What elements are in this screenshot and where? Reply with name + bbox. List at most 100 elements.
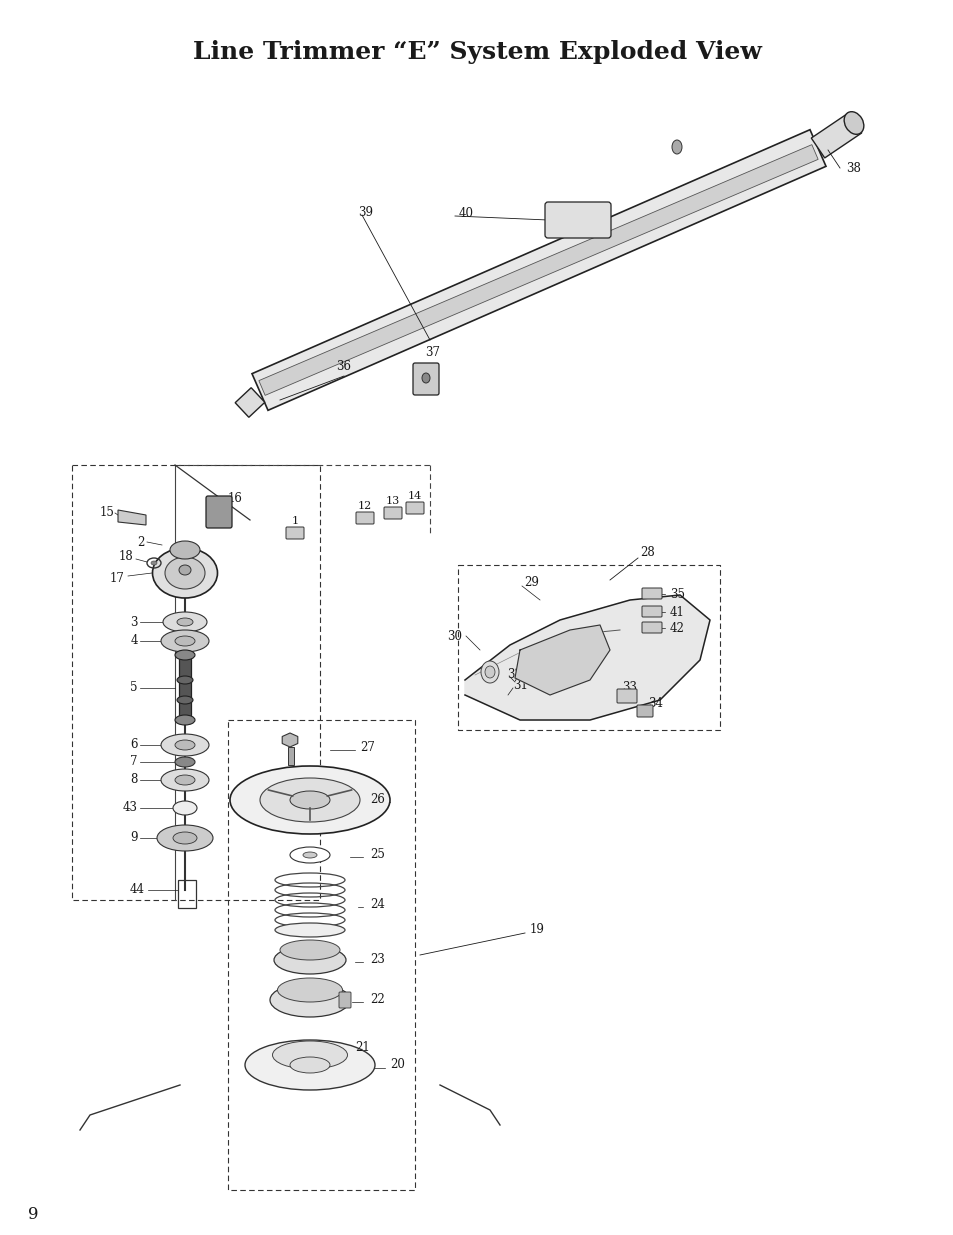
FancyBboxPatch shape — [637, 705, 652, 718]
Text: 36: 36 — [336, 361, 351, 373]
Text: 40: 40 — [458, 206, 474, 220]
Text: 23: 23 — [370, 953, 384, 967]
Ellipse shape — [161, 734, 209, 756]
Polygon shape — [464, 595, 709, 720]
Ellipse shape — [172, 832, 196, 844]
Text: 1: 1 — [291, 516, 298, 526]
Ellipse shape — [151, 561, 157, 564]
Ellipse shape — [480, 661, 498, 683]
Text: 9: 9 — [131, 831, 138, 845]
Ellipse shape — [157, 825, 213, 851]
Text: 13: 13 — [385, 496, 399, 506]
Text: 27: 27 — [359, 741, 375, 755]
Ellipse shape — [274, 946, 346, 974]
Text: 33: 33 — [621, 682, 637, 694]
FancyBboxPatch shape — [544, 203, 610, 238]
Text: 24: 24 — [370, 899, 384, 911]
Text: 7: 7 — [131, 756, 138, 768]
Ellipse shape — [273, 1041, 347, 1070]
Ellipse shape — [174, 650, 194, 659]
Polygon shape — [810, 114, 861, 158]
Text: 6: 6 — [131, 739, 138, 752]
Ellipse shape — [177, 618, 193, 626]
Text: 26: 26 — [370, 794, 384, 806]
Text: 17: 17 — [110, 572, 125, 584]
Ellipse shape — [174, 740, 194, 750]
Ellipse shape — [172, 802, 196, 815]
Ellipse shape — [161, 630, 209, 652]
Ellipse shape — [174, 636, 194, 646]
Ellipse shape — [174, 715, 194, 725]
Text: 8: 8 — [131, 773, 138, 787]
Text: 14: 14 — [408, 492, 421, 501]
Ellipse shape — [290, 847, 330, 863]
Polygon shape — [252, 130, 825, 410]
Text: 43: 43 — [123, 802, 138, 815]
Ellipse shape — [843, 111, 862, 135]
Text: 2: 2 — [137, 536, 145, 548]
Text: 29: 29 — [523, 576, 538, 589]
Ellipse shape — [260, 778, 359, 823]
Text: Line Trimmer “E” System Exploded View: Line Trimmer “E” System Exploded View — [193, 40, 760, 64]
Text: 44: 44 — [130, 883, 145, 897]
Text: 16: 16 — [228, 492, 243, 505]
Ellipse shape — [671, 140, 681, 154]
Ellipse shape — [174, 776, 194, 785]
Text: 9: 9 — [28, 1207, 38, 1224]
Text: 19: 19 — [530, 924, 544, 936]
Text: 25: 25 — [370, 848, 384, 862]
Text: 38: 38 — [845, 162, 860, 174]
Ellipse shape — [152, 548, 217, 598]
Ellipse shape — [290, 1057, 330, 1073]
Ellipse shape — [177, 697, 193, 704]
Text: 28: 28 — [639, 547, 654, 559]
Ellipse shape — [290, 790, 330, 809]
Ellipse shape — [179, 564, 191, 576]
Text: 3: 3 — [131, 615, 138, 629]
Ellipse shape — [161, 769, 209, 790]
Polygon shape — [515, 625, 609, 695]
Text: 42: 42 — [669, 621, 684, 635]
FancyBboxPatch shape — [641, 606, 661, 618]
Ellipse shape — [170, 541, 200, 559]
Polygon shape — [258, 144, 818, 395]
FancyBboxPatch shape — [384, 508, 401, 519]
Ellipse shape — [280, 940, 339, 960]
FancyBboxPatch shape — [338, 992, 351, 1008]
Text: 12: 12 — [357, 501, 372, 511]
Text: 18: 18 — [118, 551, 132, 563]
Ellipse shape — [274, 923, 345, 937]
Text: 37: 37 — [425, 347, 440, 359]
FancyBboxPatch shape — [413, 363, 438, 395]
Text: 5: 5 — [131, 682, 138, 694]
Ellipse shape — [165, 557, 205, 589]
Text: 22: 22 — [370, 993, 384, 1007]
FancyBboxPatch shape — [206, 496, 232, 529]
Text: 34: 34 — [647, 698, 662, 710]
Text: 35: 35 — [669, 588, 684, 600]
FancyBboxPatch shape — [286, 527, 304, 538]
Text: 15: 15 — [100, 506, 115, 520]
Text: 32: 32 — [506, 668, 521, 682]
FancyBboxPatch shape — [288, 747, 294, 764]
FancyBboxPatch shape — [641, 588, 661, 599]
Ellipse shape — [421, 373, 430, 383]
Ellipse shape — [177, 676, 193, 684]
Text: 30: 30 — [447, 630, 461, 642]
Ellipse shape — [484, 666, 495, 678]
FancyBboxPatch shape — [617, 689, 637, 703]
Text: 41: 41 — [669, 605, 684, 619]
Text: 31: 31 — [513, 679, 527, 693]
Ellipse shape — [270, 983, 350, 1016]
FancyBboxPatch shape — [355, 513, 374, 524]
Polygon shape — [234, 388, 265, 417]
FancyBboxPatch shape — [406, 501, 423, 514]
Polygon shape — [282, 734, 297, 747]
Ellipse shape — [245, 1040, 375, 1091]
Polygon shape — [179, 655, 191, 720]
Ellipse shape — [174, 757, 194, 767]
Ellipse shape — [163, 613, 207, 632]
Ellipse shape — [303, 852, 316, 858]
Text: 20: 20 — [390, 1058, 404, 1072]
FancyBboxPatch shape — [641, 622, 661, 634]
